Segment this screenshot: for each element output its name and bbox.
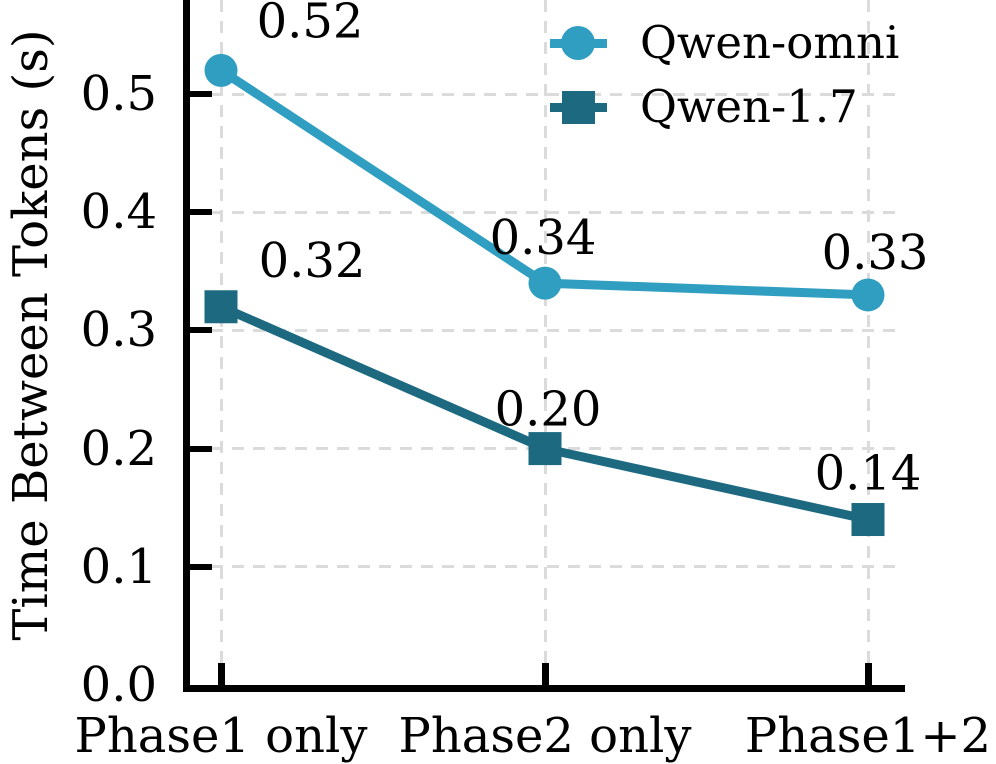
y-axis-spine	[183, 0, 190, 692]
legend-row-qwen-omni: Qwen-omni	[550, 17, 899, 69]
y-tick-label: 0.3	[80, 302, 157, 359]
data-point-label: 0.33	[822, 225, 929, 281]
square-marker-icon	[562, 90, 595, 124]
y-tick-mark	[190, 563, 212, 570]
y-tick-label: 0.1	[80, 538, 157, 595]
legend-label-qwen-omni: Qwen-omni	[640, 16, 900, 69]
square-data-point-marker	[204, 290, 238, 324]
y-tick-mark	[190, 445, 212, 452]
circle-marker-icon	[561, 25, 595, 60]
y-tick-label: 0.2	[80, 420, 157, 477]
data-point-label: 0.34	[490, 210, 597, 266]
data-point-label: 0.52	[257, 0, 364, 49]
x-tick-mark	[217, 663, 225, 685]
y-tick-label: 0.4	[80, 184, 157, 241]
x-axis-spine	[183, 685, 905, 692]
legend-label-qwen-1-7: Qwen-1.7	[640, 80, 858, 133]
data-point-label: 0.14	[815, 446, 922, 502]
circle-data-point-marker	[851, 278, 885, 312]
square-data-point-marker	[528, 432, 562, 466]
v-gridline	[219, 0, 223, 685]
x-tick-mark	[864, 663, 872, 685]
legend-circle-marker-icon	[550, 25, 607, 62]
x-tick-label-phase2-only: Phase2 only	[398, 708, 692, 764]
legend-row-qwen-1-7: Qwen-1.7	[550, 81, 899, 133]
data-point-label: 0.32	[259, 233, 366, 289]
y-tick-label: 0.0	[80, 657, 157, 713]
v-gridline	[866, 0, 870, 685]
y-tick-mark	[190, 327, 212, 334]
circle-data-point-marker	[528, 266, 562, 300]
circle-data-point-marker	[204, 53, 238, 87]
x-tick-label-phase1-only: Phase1 only	[74, 708, 368, 764]
y-tick-mark	[190, 91, 212, 97]
legend-square-marker-icon	[550, 89, 607, 126]
square-data-point-marker	[851, 503, 885, 537]
v-gridline	[543, 0, 547, 685]
x-tick-label-phase1plus2: Phase1+2	[744, 708, 992, 764]
legend: Qwen-omni Qwen-1.7	[550, 17, 899, 145]
y-tick-mark	[190, 209, 212, 216]
x-tick-mark	[541, 663, 549, 685]
y-tick-label: 0.5	[80, 66, 157, 122]
data-point-label: 0.20	[495, 382, 602, 438]
